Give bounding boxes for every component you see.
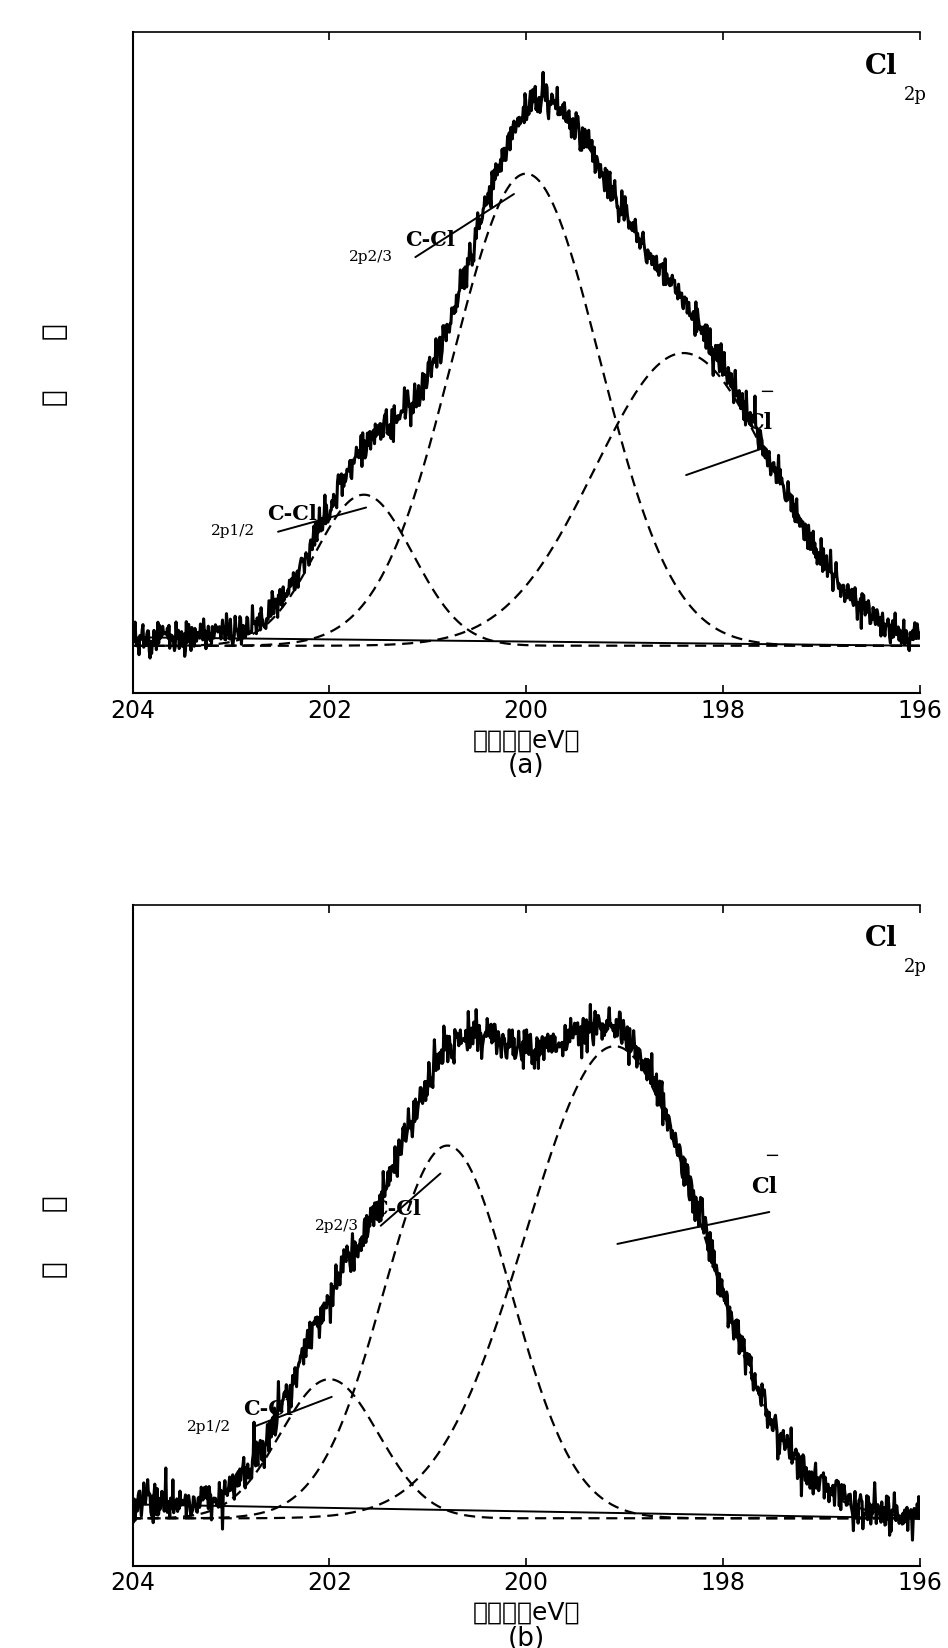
Text: 2p1/2: 2p1/2 [211, 524, 256, 537]
Text: 峰: 峰 [40, 321, 68, 338]
X-axis label: 结合能（eV）: 结合能（eV） [472, 1600, 580, 1623]
Text: C-Cl: C-Cl [243, 1399, 293, 1419]
Text: 峰: 峰 [40, 1193, 68, 1211]
Text: 2p: 2p [903, 86, 927, 104]
Text: (a): (a) [508, 753, 544, 780]
Text: 强: 强 [40, 1261, 68, 1277]
Text: Cl: Cl [746, 412, 772, 433]
Text: 2p2/3: 2p2/3 [315, 1218, 358, 1233]
Text: (b): (b) [507, 1625, 545, 1648]
Text: C-Cl: C-Cl [405, 231, 455, 250]
Text: C-Cl: C-Cl [267, 504, 318, 524]
Text: 2p: 2p [903, 957, 927, 976]
Text: Cl: Cl [751, 1175, 777, 1198]
Text: Cl: Cl [865, 53, 897, 79]
Text: 2p2/3: 2p2/3 [349, 250, 393, 264]
Text: −: − [759, 382, 775, 400]
Text: 强: 强 [40, 387, 68, 405]
Text: 2p1/2: 2p1/2 [187, 1419, 231, 1432]
Text: −: − [764, 1147, 779, 1165]
X-axis label: 结合能（eV）: 结合能（eV） [472, 728, 580, 751]
Text: C-Cl: C-Cl [371, 1198, 421, 1218]
Text: Cl: Cl [865, 925, 897, 953]
